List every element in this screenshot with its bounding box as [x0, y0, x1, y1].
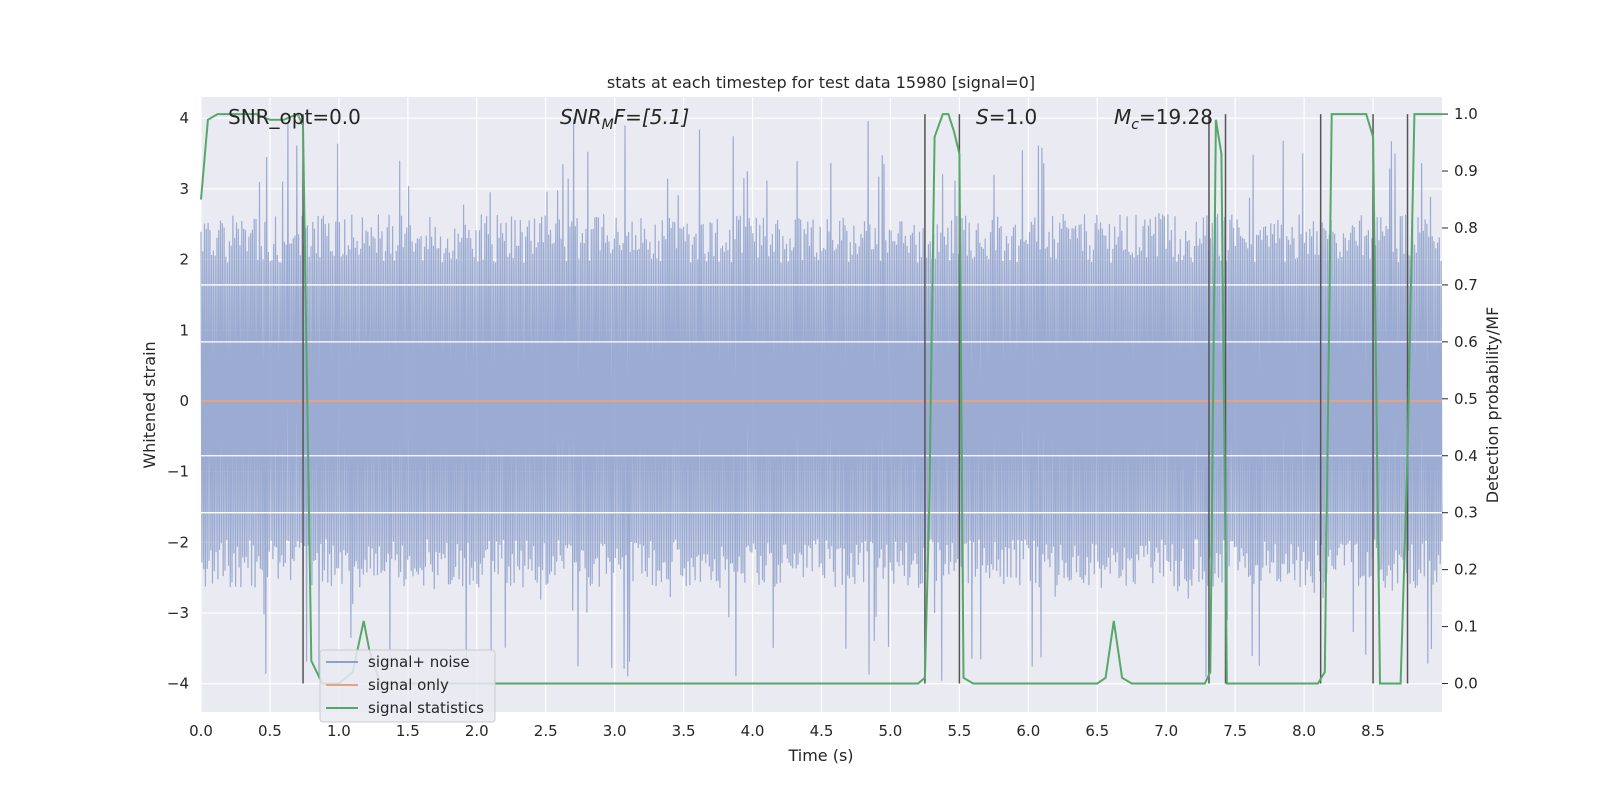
s-rest: =1.0: [989, 105, 1038, 129]
y-tick-label-left: 1: [179, 321, 189, 339]
y-tick-label-left: −4: [167, 675, 189, 693]
legend-label-statistics: signal statistics: [368, 699, 484, 717]
y-tick-label-right: 0.4: [1454, 447, 1478, 465]
x-tick-label: 4.5: [810, 722, 834, 740]
mc-sub: c: [1131, 117, 1139, 133]
x-axis-label: Time (s): [787, 746, 853, 765]
x-tick-label: 7.5: [1223, 722, 1247, 740]
mc-rest: =19.28: [1139, 105, 1213, 129]
x-tick-label: 7.0: [1154, 722, 1178, 740]
signal-statistics-series: [200, 112, 1442, 685]
snr-mf-sub: M: [602, 117, 614, 133]
x-axis-ticks: 0.0 0.5 1.0 1.5 2.0 2.5 3.0 3.5 4.0 4.5 5.0 5.5 6.0 6…: [189, 722, 1385, 740]
x-tick-label: 6.0: [1016, 722, 1040, 740]
mc-main: M: [1114, 105, 1131, 129]
x-tick-label: 5.5: [947, 722, 971, 740]
x-tick-label: 0.0: [189, 722, 213, 740]
y-tick-label-right: 0.1: [1454, 618, 1478, 636]
legend-label-noise: signal+ noise: [368, 653, 470, 671]
x-tick-label: 4.0: [741, 722, 765, 740]
legend: signal+ noise signal only signal statist…: [319, 649, 496, 723]
y-tick-label-right: 0.3: [1454, 504, 1478, 522]
x-tick-label: 3.0: [603, 722, 627, 740]
snr-mf-main: SNR: [560, 105, 602, 129]
y-tick-label-left: −3: [167, 604, 189, 622]
y-tick-label-left: 4: [179, 109, 189, 127]
statistics-line: [200, 112, 1442, 685]
left-y-axis-ticks: −4 −3 −2 −1 0 1 2 3 4: [167, 109, 189, 693]
x-tick-label: 8.0: [1292, 722, 1316, 740]
y-tick-label-left: 2: [179, 251, 189, 269]
x-tick-label: 1.0: [327, 722, 351, 740]
x-tick-label: 5.0: [879, 722, 903, 740]
y-tick-label-right: 0.5: [1454, 390, 1478, 408]
y-axis-label-left: Whitened strain: [140, 341, 159, 468]
legend-box: [319, 649, 496, 723]
y-tick-label-right: 0.2: [1454, 561, 1478, 579]
y-tick-label-left: −2: [167, 533, 189, 551]
y-tick-label-left: −1: [167, 463, 189, 481]
legend-label-signal-only: signal only: [368, 676, 449, 694]
y-tick-label-right: 0.0: [1454, 675, 1478, 693]
s-main: S: [976, 105, 989, 129]
signal-noise-series: [200, 118, 1443, 681]
reference-lines: [201, 284, 1442, 514]
y-axis-label-right: Detection probability/MF: [1483, 307, 1502, 504]
y-tick-label-right: 1.0: [1454, 105, 1478, 123]
x-tick-label: 8.5: [1361, 722, 1385, 740]
y-tick-label-right: 0.7: [1454, 276, 1478, 294]
snr-mf-rest: F=[5.1]: [614, 105, 690, 129]
x-tick-label: 0.5: [258, 722, 282, 740]
snr-mf-annotation: SNRMF=[5.1]: [560, 105, 689, 133]
x-tick-label: 6.5: [1085, 722, 1109, 740]
x-tick-label: 1.5: [396, 722, 420, 740]
x-tick-label: 2.0: [465, 722, 489, 740]
y-tick-label-left: 0: [179, 392, 189, 410]
y-tick-label-right: 0.8: [1454, 219, 1478, 237]
noise-line: [200, 118, 1443, 681]
x-tick-label: 2.5: [534, 722, 558, 740]
x-tick-label: 3.5: [672, 722, 696, 740]
right-y-axis-ticks: 0.0 0.1 0.2 0.3 0.4 0.5 0.6 0.7 0.8 0.9 1.0: [1442, 105, 1478, 693]
mc-annotation: Mc=19.28: [1114, 105, 1213, 133]
chart-title: stats at each timestep for test data 159…: [607, 73, 1035, 92]
s-annotation: S=1.0: [976, 105, 1037, 129]
y-tick-label-right: 0.6: [1454, 333, 1478, 351]
y-tick-label-left: 3: [179, 180, 189, 198]
y-tick-label-right: 0.9: [1454, 162, 1478, 180]
snr-opt-annotation: SNR_opt=0.0: [228, 105, 361, 129]
